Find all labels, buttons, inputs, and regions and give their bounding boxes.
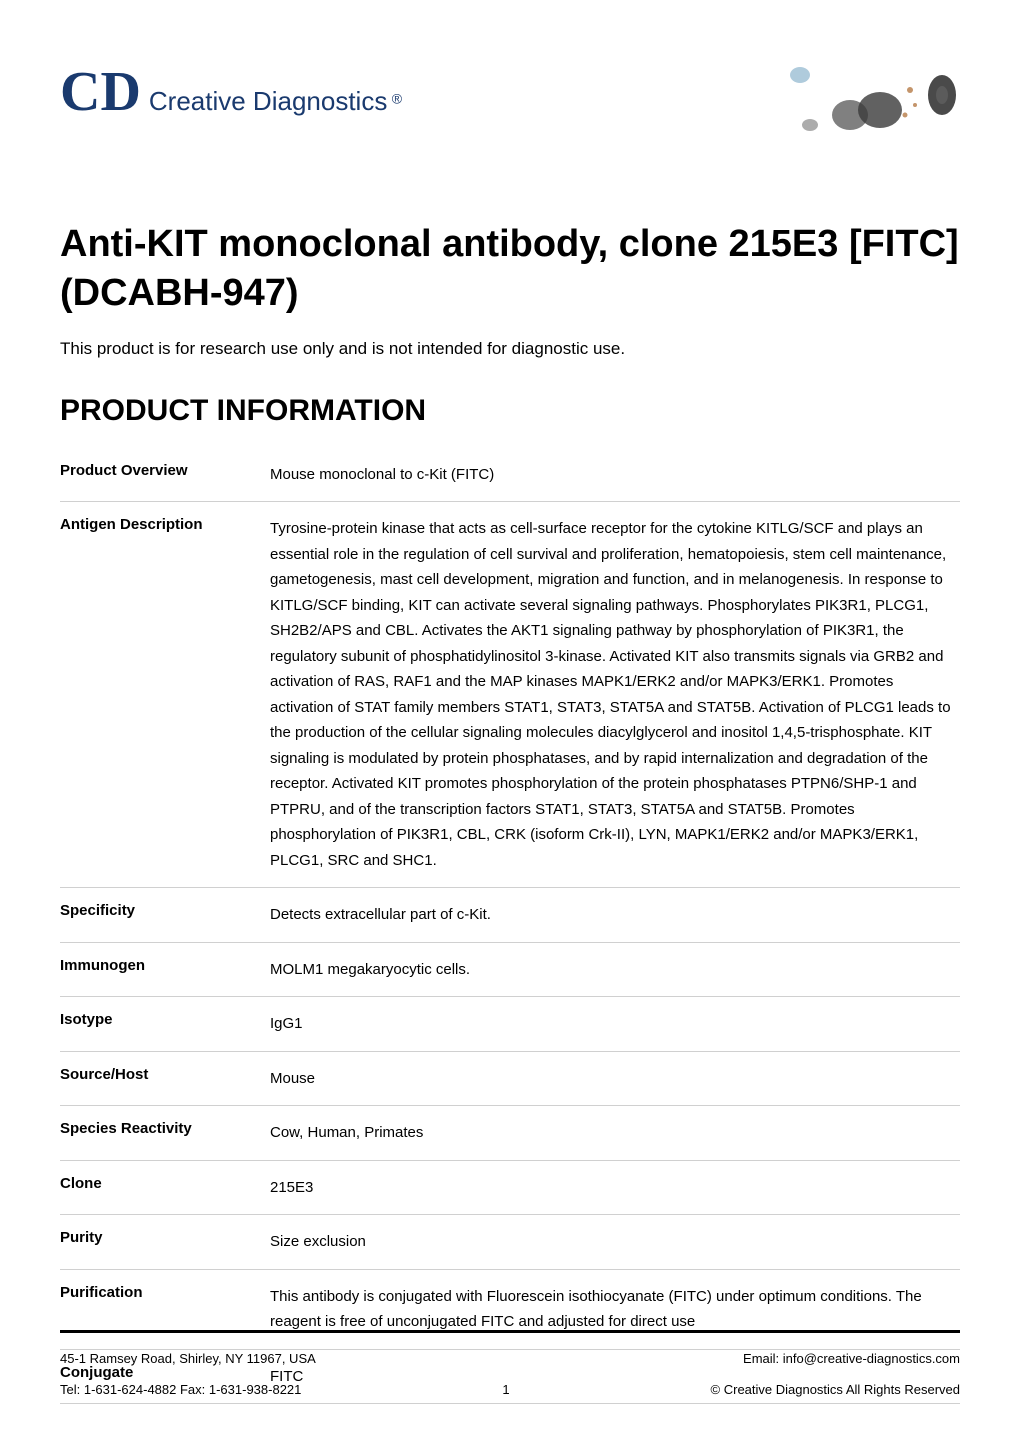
info-value: Size exclusion xyxy=(270,1215,960,1270)
info-value: 215E3 xyxy=(270,1160,960,1215)
logo-cd-mark: CD xyxy=(60,60,141,124)
info-value: Cow, Human, Primates xyxy=(270,1106,960,1161)
footer-tel: Tel: 1-631-624-4882 Fax: 1-631-938-8221 xyxy=(60,1382,301,1397)
footer-address: 45-1 Ramsey Road, Shirley, NY 11967, USA xyxy=(60,1351,316,1366)
table-row: Isotype IgG1 xyxy=(60,997,960,1052)
page-container: CD Creative Diagnostics ® Anti-KIT monoc… xyxy=(0,0,1020,1443)
info-value: Mouse xyxy=(270,1051,960,1106)
company-logo: CD Creative Diagnostics ® xyxy=(60,60,402,124)
info-label: Purity xyxy=(60,1215,270,1270)
section-heading-product-info: PRODUCT INFORMATION xyxy=(60,394,960,428)
cells-illustration xyxy=(680,60,960,170)
table-row: Clone 215E3 xyxy=(60,1160,960,1215)
product-info-tbody: Product Overview Mouse monoclonal to c-K… xyxy=(60,448,960,1404)
page-footer: 45-1 Ramsey Road, Shirley, NY 11967, USA… xyxy=(60,1330,960,1413)
info-label: Immunogen xyxy=(60,942,270,997)
footer-copyright: © Creative Diagnostics All Rights Reserv… xyxy=(711,1382,960,1397)
table-row: Product Overview Mouse monoclonal to c-K… xyxy=(60,448,960,502)
header: CD Creative Diagnostics ® xyxy=(60,60,960,170)
logo-text-wrapper: Creative Diagnostics ® xyxy=(149,86,402,117)
info-label: Species Reactivity xyxy=(60,1106,270,1161)
logo-registered-mark: ® xyxy=(392,91,402,107)
info-label: Product Overview xyxy=(60,448,270,502)
product-info-table: Product Overview Mouse monoclonal to c-K… xyxy=(60,448,960,1405)
footer-page-number: 1 xyxy=(502,1382,509,1397)
header-decorative-image xyxy=(680,60,960,170)
table-row: Immunogen MOLM1 megakaryocytic cells. xyxy=(60,942,960,997)
table-row: Purity Size exclusion xyxy=(60,1215,960,1270)
footer-email: Email: info@creative-diagnostics.com xyxy=(743,1351,960,1366)
research-use-notice: This product is for research use only an… xyxy=(60,339,960,359)
logo-company-name: Creative Diagnostics xyxy=(149,86,387,116)
info-label: Clone xyxy=(60,1160,270,1215)
table-row: Specificity Detects extracellular part o… xyxy=(60,888,960,943)
info-value: Detects extracellular part of c-Kit. xyxy=(270,888,960,943)
info-value: Mouse monoclonal to c-Kit (FITC) xyxy=(270,448,960,502)
table-row: Species Reactivity Cow, Human, Primates xyxy=(60,1106,960,1161)
info-value: Tyrosine-protein kinase that acts as cel… xyxy=(270,502,960,888)
info-label: Source/Host xyxy=(60,1051,270,1106)
table-row: Source/Host Mouse xyxy=(60,1051,960,1106)
info-label: Specificity xyxy=(60,888,270,943)
info-label: Isotype xyxy=(60,997,270,1052)
product-title: Anti-KIT monoclonal antibody, clone 215E… xyxy=(60,220,960,319)
footer-row-1: 45-1 Ramsey Road, Shirley, NY 11967, USA… xyxy=(60,1351,960,1366)
info-value: MOLM1 megakaryocytic cells. xyxy=(270,942,960,997)
info-label: Antigen Description xyxy=(60,502,270,888)
table-row: Antigen Description Tyrosine-protein kin… xyxy=(60,502,960,888)
footer-row-2: Tel: 1-631-624-4882 Fax: 1-631-938-8221 … xyxy=(60,1382,960,1397)
info-value: IgG1 xyxy=(270,997,960,1052)
